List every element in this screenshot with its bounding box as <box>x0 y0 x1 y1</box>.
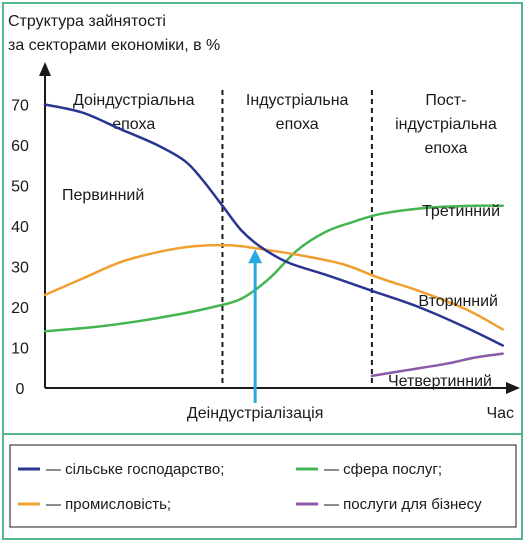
series-line-3 <box>370 352 504 378</box>
y-axis-arrowhead <box>39 62 51 76</box>
annotation-label: Деіндустріалізація <box>187 405 323 422</box>
chart-title-line-2: за секторами економіки, в % <box>8 37 220 54</box>
svg-text:епоха: епоха <box>424 140 467 157</box>
x-axis-label: Час <box>486 405 514 422</box>
svg-text:Індустріальна: Індустріальна <box>246 92 349 109</box>
legend-box <box>9 444 517 528</box>
series-label: Третинний <box>422 203 500 220</box>
y-tick-label: 10 <box>11 341 29 358</box>
legend-label: — сільське господарство; <box>46 461 224 478</box>
svg-text:епоха: епоха <box>276 116 319 133</box>
axes <box>39 62 520 394</box>
era-dividers <box>221 90 373 388</box>
legend-label: — промисловість; <box>46 496 171 513</box>
svg-text:Доіндустріальна: Доіндустріальна <box>73 92 195 109</box>
y-tick-label: 20 <box>11 300 29 317</box>
y-tick-label: 40 <box>11 219 29 236</box>
series-labels: Первинний Вторинний Третинний Четвертинний <box>62 187 500 390</box>
x-axis-arrowhead <box>506 382 520 394</box>
y-tick-labels: 0 10 20 30 40 50 60 70 <box>11 98 29 399</box>
y-tick-label: 70 <box>11 98 29 115</box>
series-label: Вторинний <box>418 293 498 310</box>
y-tick-label: 0 <box>16 381 25 398</box>
era-label: Доіндустріальна епоха <box>73 92 195 133</box>
era-labels: ДоіндустріальнаепохаІндустріальнаепохаПо… <box>73 92 497 157</box>
y-tick-label: 50 <box>11 179 29 196</box>
series-line-0 <box>43 103 504 347</box>
series-label: Четвертинний <box>388 373 492 390</box>
series-line-1 <box>43 243 504 331</box>
y-tick-label: 30 <box>11 260 29 277</box>
series-label: Первинний <box>62 187 144 204</box>
legend-label: — сфера послуг; <box>324 461 442 478</box>
era-label: Індустріальна епоха <box>246 92 349 133</box>
svg-text:епоха: епоха <box>112 116 155 133</box>
legend-item: — сфера послуг; <box>296 461 442 478</box>
series-lines <box>43 103 504 378</box>
legend: — сільське господарство; — сфера послуг; —… <box>4 433 521 528</box>
series-line-2 <box>43 204 504 333</box>
svg-text:індустріальна: індустріальна <box>395 116 497 133</box>
legend-label: — послуги для бізнесу <box>324 496 482 513</box>
legend-item: — послуги для бізнесу <box>296 496 482 513</box>
annotation-arrowhead <box>248 249 263 264</box>
annotations: Деіндустріалізація <box>187 249 323 422</box>
legend-item: — промисловість; <box>18 496 171 513</box>
era-label: Пост-індустріальна епоха <box>395 92 497 157</box>
y-tick-label: 60 <box>11 138 29 155</box>
chart-title-line-1: Структура зайнятості <box>8 13 166 30</box>
svg-text:Пост-: Пост- <box>425 92 466 109</box>
legend-item: — сільське господарство; <box>18 461 224 478</box>
